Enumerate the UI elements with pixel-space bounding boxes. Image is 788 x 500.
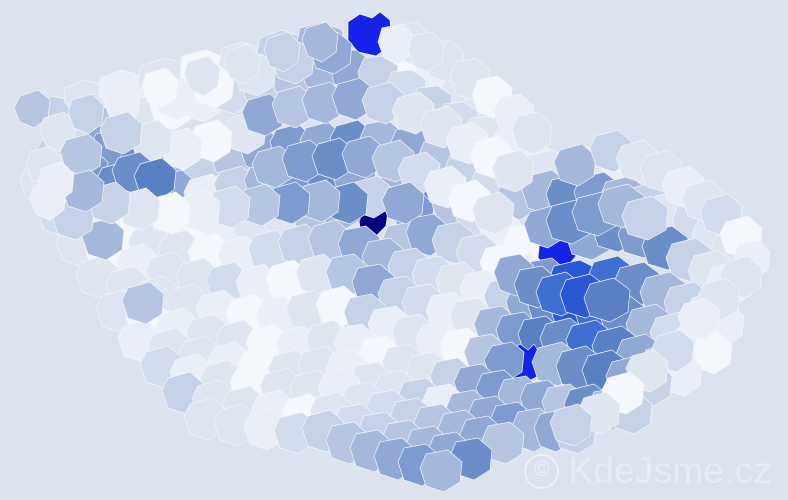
map-region[interactable]	[213, 403, 257, 447]
map-region[interactable]	[583, 277, 631, 323]
map-region[interactable]	[331, 77, 375, 121]
map-region[interactable]	[67, 93, 105, 135]
map-region[interactable]	[37, 161, 75, 203]
map-region[interactable]	[281, 139, 325, 183]
map-region[interactable]	[511, 111, 553, 155]
map-region[interactable]	[381, 181, 425, 225]
map-region[interactable]	[311, 137, 355, 181]
map-region[interactable]	[183, 397, 227, 441]
map-region[interactable]	[13, 89, 51, 129]
map-region[interactable]	[407, 31, 445, 73]
map-region[interactable]	[549, 403, 593, 447]
map-region[interactable]	[301, 21, 339, 63]
map-region[interactable]	[183, 55, 221, 97]
map-region[interactable]	[377, 23, 415, 65]
map-region[interactable]	[491, 149, 535, 193]
map-region[interactable]	[223, 43, 261, 85]
map-region[interactable]	[263, 31, 301, 73]
map-region[interactable]	[471, 191, 515, 235]
map-region[interactable]	[59, 133, 103, 177]
map-region[interactable]	[121, 281, 165, 325]
map-region[interactable]	[243, 407, 287, 451]
map-region[interactable]	[419, 449, 463, 493]
map-region[interactable]	[677, 297, 721, 341]
map-region[interactable]	[621, 195, 669, 241]
map-region[interactable]	[553, 143, 597, 187]
map-region[interactable]	[141, 67, 179, 109]
map-region[interactable]	[99, 111, 143, 155]
map-region[interactable]	[341, 135, 385, 179]
